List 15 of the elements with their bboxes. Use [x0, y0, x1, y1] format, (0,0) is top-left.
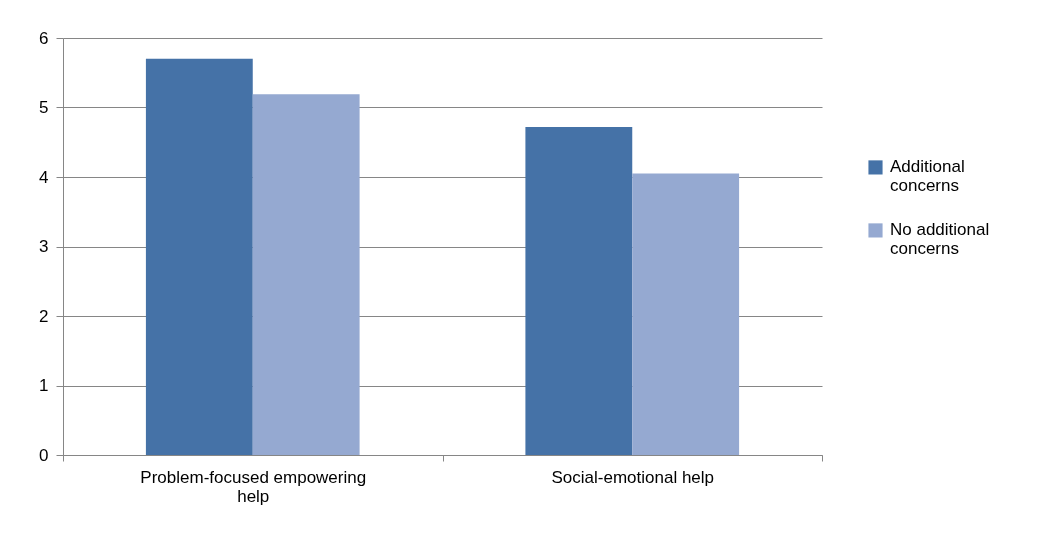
y-tick-label: 6: [39, 28, 49, 48]
legend-label: No additional concerns: [890, 220, 990, 259]
y-tick-label: 3: [39, 237, 49, 256]
y-tick-label: 4: [39, 167, 49, 187]
y-tick-label: 1: [39, 376, 49, 395]
bar: [252, 94, 360, 455]
bar: [145, 58, 253, 455]
bar: [525, 126, 633, 455]
x-tick-label: Problem-focused empowering help: [140, 467, 367, 506]
x-tick-label: Social-emotional help: [551, 467, 715, 487]
y-tick-label: 0: [39, 445, 49, 465]
legend-label: Additional concerns: [890, 157, 965, 196]
y-tick-label: 2: [39, 306, 49, 326]
bar: [632, 173, 740, 455]
y-tick-label: 5: [39, 98, 49, 117]
